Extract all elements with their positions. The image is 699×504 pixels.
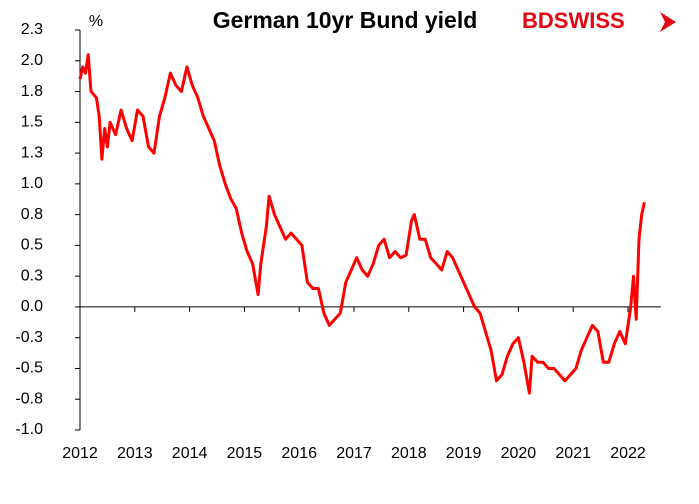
y-unit: % [89,13,103,30]
x-tick-label: 2016 [281,445,317,462]
x-tick-label: 2022 [610,445,646,462]
y-tick-label: -0.5 [15,360,43,377]
logo-text: BDSWISS [522,8,625,33]
y-tick-label: -0.8 [15,390,43,407]
data-line [78,53,646,395]
x-tick-label: 2019 [446,445,482,462]
y-tick-label: 0.0 [21,298,43,315]
y-tick-label: 2.0 [21,52,43,69]
x-tick-label: 2012 [62,445,98,462]
x-tick-label: 2015 [227,445,263,462]
logo: BDSWISS [522,8,676,33]
x-tick-label: 2017 [336,445,372,462]
y-tick-label: -0.3 [15,329,43,346]
y-tick-label: 2.3 [21,21,43,38]
chart-title: German 10yr Bund yield [213,7,478,33]
y-tick-label: 0.8 [21,206,43,223]
y-tick-label: 1.8 [21,83,43,100]
x-tick-label: 2020 [501,445,537,462]
y-tick-label: 0.5 [21,237,43,254]
y-tick-label: 0.3 [21,267,43,284]
y-tick-label: 1.3 [21,144,43,161]
x-tick-label: 2014 [172,445,208,462]
x-tick-label: 2021 [555,445,591,462]
y-tick-label: 1.5 [21,114,43,131]
y-tick-label: -1.0 [15,421,43,438]
logo-arrow [660,12,676,32]
y-tick-label: 1.0 [21,175,43,192]
x-tick-label: 2018 [391,445,427,462]
x-tick-label: 2013 [117,445,153,462]
